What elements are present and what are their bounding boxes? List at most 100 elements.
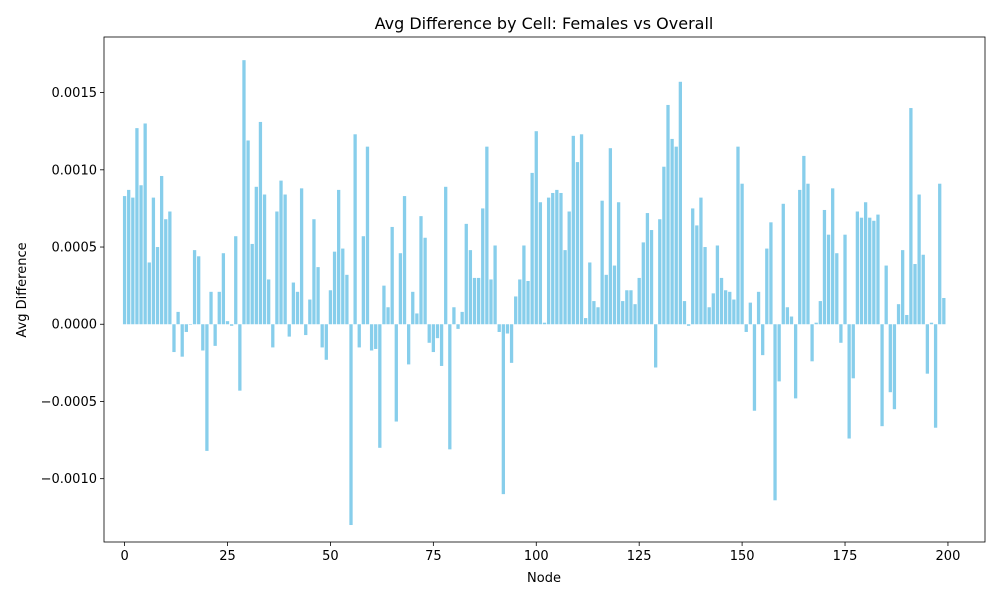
chart-title: Avg Difference by Cell: Females vs Overa…	[375, 14, 714, 33]
bar-node-84	[468, 250, 473, 325]
bar-node-18	[197, 256, 201, 325]
bar-node-78	[444, 186, 448, 325]
bar-node-10	[164, 219, 168, 325]
bar-node-123	[629, 290, 633, 325]
bar-node-40	[287, 324, 291, 337]
y-axis-ticks: −0.0010 −0.0005 0.0000 0.0005 0.0010 0.0015	[41, 86, 104, 487]
bar-node-47	[316, 267, 320, 325]
bar-node-4	[139, 185, 143, 325]
bar-node-56	[353, 134, 357, 325]
bar-node-176	[847, 324, 851, 439]
bar-node-98	[526, 281, 530, 325]
bar-node-71	[415, 313, 419, 325]
bar-node-97	[522, 245, 526, 325]
bar-node-66	[394, 324, 398, 422]
bar-node-104	[551, 192, 555, 325]
bar-node-147	[728, 291, 732, 325]
bar-node-145	[719, 277, 724, 325]
bar-node-39	[283, 194, 287, 325]
bar-node-177	[851, 324, 855, 379]
bar-node-25	[225, 321, 230, 325]
bar-node-156	[765, 248, 769, 325]
bar-node-107	[563, 250, 567, 325]
bar-node-5	[143, 123, 147, 325]
x-tick-label: 200	[936, 549, 961, 564]
bar-node-157	[769, 222, 773, 325]
bar-node-198	[938, 183, 942, 325]
bar-node-14	[180, 324, 184, 357]
bar-node-61	[374, 324, 378, 349]
bar-node-101	[538, 202, 543, 325]
bar-node-138	[691, 208, 695, 325]
bar-node-36	[271, 324, 275, 348]
bar-node-81	[456, 324, 460, 329]
x-tick-label: 0	[120, 549, 128, 564]
bar-node-29	[242, 60, 246, 325]
bar-node-59	[365, 146, 370, 325]
x-tick-label: 25	[219, 549, 236, 564]
bar-node-6	[147, 262, 151, 325]
bar-node-192	[913, 264, 917, 325]
bar-node-96	[518, 279, 522, 325]
bar-node-43	[299, 188, 304, 325]
bar-node-13	[176, 311, 180, 325]
bar-node-16	[188, 324, 193, 325]
bar-node-33	[258, 121, 263, 325]
bar-node-175	[843, 234, 847, 325]
bar-node-28	[238, 324, 242, 391]
bar-node-82	[460, 311, 464, 325]
bar-node-154	[756, 291, 761, 325]
bar-node-32	[254, 186, 258, 325]
x-axis-label: Node	[527, 571, 561, 586]
bar-node-120	[616, 202, 621, 325]
bar-node-23	[217, 291, 221, 325]
bar-node-74	[427, 324, 431, 343]
bar-node-165	[802, 155, 806, 325]
bar-node-70	[411, 291, 415, 325]
bar-node-83	[464, 223, 468, 325]
bar-node-113	[588, 262, 592, 325]
bar-node-141	[703, 247, 707, 325]
bar-node-34	[262, 194, 267, 325]
bar-node-137	[686, 324, 691, 326]
x-axis-ticks: 0 25 50 75 100 125 150 175 200	[120, 542, 960, 564]
bar-node-125	[637, 277, 641, 325]
bar-node-110	[575, 162, 580, 325]
y-tick-label: −0.0005	[41, 395, 97, 410]
bar-node-75	[431, 324, 435, 353]
bar-node-91	[497, 324, 501, 332]
plot-frame	[103, 36, 986, 543]
bar-node-9	[159, 175, 164, 325]
bar-node-133	[670, 138, 674, 325]
bar-node-57	[357, 324, 361, 348]
bar-node-173	[835, 253, 839, 325]
bar-node-64	[386, 307, 390, 325]
bar-node-1	[127, 189, 131, 325]
bar-node-22	[213, 324, 217, 346]
bar-node-186	[888, 324, 892, 393]
bar-node-180	[863, 202, 868, 325]
bar-node-124	[633, 304, 637, 325]
bar-node-167	[810, 324, 814, 362]
bar-node-88	[485, 146, 489, 325]
bar-node-148	[732, 299, 736, 325]
bar-node-79	[448, 324, 452, 450]
bar-node-87	[481, 208, 485, 325]
bar-node-139	[695, 225, 699, 325]
bar-node-3	[135, 128, 139, 325]
bar-node-55	[349, 324, 353, 526]
bar-node-131	[662, 166, 666, 325]
bar-node-188	[896, 304, 901, 325]
bar-node-30	[246, 140, 250, 325]
bar-node-168	[814, 322, 818, 325]
bar-node-50	[328, 290, 333, 325]
bar-node-41	[291, 282, 296, 325]
bar-node-109	[571, 135, 575, 325]
x-tick-label: 175	[833, 549, 858, 564]
bar-node-163	[793, 324, 798, 399]
bar-node-42	[295, 291, 300, 325]
bar-node-63	[382, 285, 386, 325]
bar-node-134	[674, 146, 678, 325]
bar-node-20	[205, 324, 209, 451]
bar-node-136	[682, 301, 687, 325]
